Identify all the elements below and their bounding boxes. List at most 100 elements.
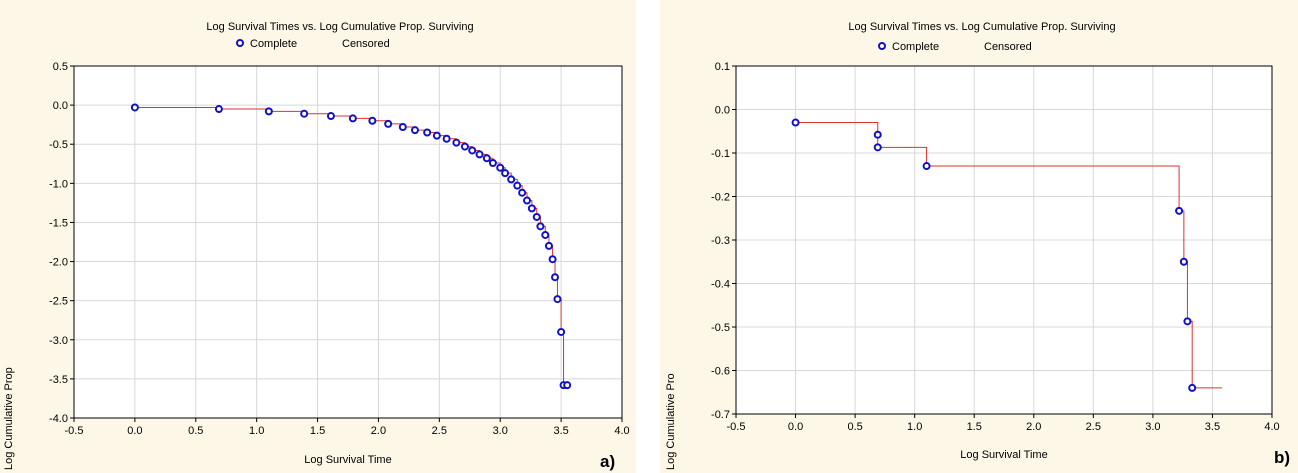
y-tick-label: 0.1 — [715, 61, 730, 73]
y-tick-label: -0.2 — [711, 192, 730, 204]
x-tick-label: 3.5 — [553, 425, 568, 437]
legend-label-complete: Complete — [892, 41, 939, 53]
data-point — [563, 381, 572, 390]
y-tick-label: -0.5 — [711, 322, 730, 334]
x-tick-label: 1.5 — [310, 425, 325, 437]
data-point — [551, 273, 560, 282]
legend-marker-complete — [236, 39, 244, 47]
x-tick-label: -0.5 — [65, 425, 84, 437]
data-point — [130, 103, 139, 112]
x-axis-label: Log Survival Time — [960, 449, 1047, 461]
chart-title: Log Survival Times vs. Log Cumulative Pr… — [206, 21, 473, 33]
legend-label-censored: Censored — [984, 41, 1032, 53]
data-point — [452, 138, 461, 147]
y-axis-label: Log Cumulative Prop — [3, 367, 15, 470]
panel-label: a) — [600, 452, 615, 471]
plot-area — [74, 66, 622, 418]
x-tick-label: 2.0 — [1026, 421, 1041, 433]
panel-label: b) — [1274, 448, 1290, 467]
data-point — [501, 169, 510, 178]
data-point — [368, 116, 377, 125]
data-point — [460, 142, 469, 151]
x-tick-label: 2.5 — [432, 425, 447, 437]
x-tick-label: 1.0 — [907, 421, 922, 433]
data-point — [475, 150, 484, 159]
data-point — [1183, 317, 1192, 326]
x-axis-label: Log Survival Time — [304, 454, 391, 466]
data-point — [922, 162, 931, 171]
y-tick-label: -2.5 — [49, 296, 68, 308]
data-point — [214, 105, 223, 114]
y-axis-label: Log Cumulative Pro — [665, 373, 677, 470]
data-point — [557, 327, 566, 336]
data-point — [1179, 257, 1188, 266]
data-point — [513, 181, 522, 190]
data-point — [423, 128, 432, 137]
y-tick-label: -0.1 — [711, 148, 730, 160]
data-point — [541, 230, 550, 239]
data-point — [523, 196, 532, 205]
data-point — [1188, 383, 1197, 392]
y-tick-label: -0.6 — [711, 366, 730, 378]
y-tick-label: 0.0 — [715, 105, 730, 117]
data-point — [536, 222, 545, 231]
data-point — [873, 130, 882, 139]
chart-title: Log Survival Times vs. Log Cumulative Pr… — [848, 21, 1115, 33]
data-point — [468, 146, 477, 155]
y-tick-label: -4.0 — [49, 413, 68, 425]
y-tick-label: -3.5 — [49, 374, 68, 386]
data-point — [791, 118, 800, 127]
chart-a-svg: -0.5 0.0 0.5 1.0 1.5 2.0 2.5 3.0 3.5 4.0 0.5 0.0 -0.… — [3, 21, 630, 471]
x-tick-label: 3.0 — [493, 425, 508, 437]
data-point — [1175, 206, 1184, 215]
y-tick-label: -3.0 — [49, 335, 68, 347]
y-tick-label: 0.0 — [53, 100, 68, 112]
data-point — [432, 131, 441, 140]
data-point — [548, 255, 557, 264]
data-point — [300, 109, 309, 118]
y-tick-label: -2.0 — [49, 257, 68, 269]
legend-marker-complete — [878, 42, 886, 50]
chart-panel-b: -0.5 0.0 0.5 1.0 1.5 2.0 2.5 3.0 3.5 4.0 0.1 0.0 -0.… — [660, 0, 1298, 473]
x-tick-label: 4.0 — [1264, 421, 1279, 433]
data-point — [873, 143, 882, 152]
data-point — [384, 119, 393, 128]
data-point — [527, 204, 536, 213]
data-point — [544, 241, 553, 250]
x-tick-label: 0.5 — [188, 425, 203, 437]
x-tick-label: 3.0 — [1145, 421, 1160, 433]
y-tick-label: -0.3 — [711, 235, 730, 247]
y-tick-label: 0.5 — [53, 61, 68, 73]
data-point — [326, 112, 335, 121]
data-point — [410, 126, 419, 135]
x-tick-label: 3.5 — [1205, 421, 1220, 433]
x-tick-label: 0.0 — [788, 421, 803, 433]
x-tick-label: 1.5 — [967, 421, 982, 433]
x-tick-label: 0.5 — [847, 421, 862, 433]
chart-panel-a: -0.5 0.0 0.5 1.0 1.5 2.0 2.5 3.0 3.5 4.0 0.5 0.0 -0.… — [0, 0, 636, 473]
x-tick-label: 2.5 — [1086, 421, 1101, 433]
data-point — [496, 163, 505, 172]
data-point — [482, 154, 491, 163]
x-tick-label: -0.5 — [727, 421, 746, 433]
data-point — [398, 123, 407, 132]
data-point — [553, 295, 562, 304]
data-point — [442, 134, 451, 143]
x-tick-label: 2.0 — [371, 425, 386, 437]
data-point — [264, 107, 273, 116]
plot-frame — [735, 65, 1273, 415]
y-tick-label: -1.0 — [49, 178, 68, 190]
data-point — [518, 188, 527, 197]
x-tick-label: 0.0 — [127, 425, 142, 437]
data-point — [488, 158, 497, 167]
chart-b-svg: -0.5 0.0 0.5 1.0 1.5 2.0 2.5 3.0 3.5 4.0 0.1 0.0 -0.… — [665, 21, 1290, 470]
legend-label-complete: Complete — [250, 38, 297, 50]
y-tick-label: -0.7 — [711, 409, 730, 421]
legend-label-censored: Censored — [342, 38, 390, 50]
y-tick-label: -1.5 — [49, 217, 68, 229]
x-tick-label: 1.0 — [249, 425, 264, 437]
data-point — [507, 175, 516, 184]
plot-frame — [73, 65, 623, 419]
data-point — [532, 212, 541, 221]
x-tick-label: 4.0 — [614, 425, 629, 437]
